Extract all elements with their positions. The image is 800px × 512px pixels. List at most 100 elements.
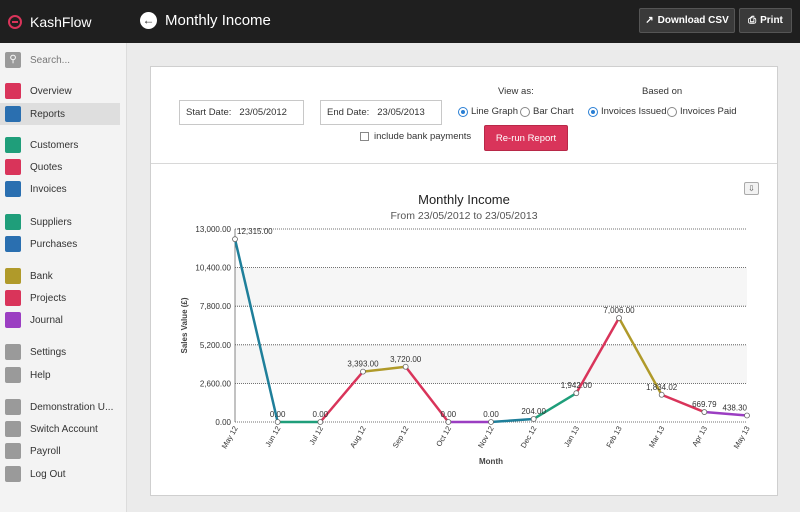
sidebar-item-label: Log Out — [30, 468, 66, 480]
sidebar-item-label: Reports — [30, 108, 66, 120]
top-bar: KashFlow ← Monthly Income ↗ Download CSV… — [0, 0, 800, 43]
rerun-report-button[interactable]: Re-run Report — [484, 125, 568, 151]
back-arrow-icon[interactable]: ← — [140, 12, 157, 29]
sidebar-item-purchases[interactable]: Purchases — [0, 233, 120, 255]
sidebar-item-label: Help — [30, 369, 51, 381]
y-tick-label: 10,400.00 — [195, 264, 231, 273]
sidebar-item-label: Bank — [30, 270, 53, 282]
x-tick-label: Mar 13 — [647, 425, 666, 450]
data-label: 7,006.00 — [603, 306, 635, 315]
data-label: 3,720.00 — [390, 355, 422, 364]
sidebar-item-customers[interactable]: Customers — [0, 134, 120, 156]
x-tick-label: Jul 12 — [307, 425, 325, 447]
sidebar-item-label: Overview — [30, 85, 72, 97]
gear-icon — [5, 344, 21, 360]
invoices-paid-label: Invoices Paid — [680, 106, 737, 117]
sidebar-item-quotes[interactable]: Quotes — [0, 156, 120, 178]
grid-band — [235, 229, 747, 268]
report-panel: Start Date: 23/05/2012 End Date: 23/05/2… — [150, 66, 778, 496]
data-point — [701, 409, 708, 415]
data-point — [360, 368, 366, 375]
data-point — [658, 391, 665, 398]
search-icon: ⚲ — [5, 52, 21, 68]
x-tick-label: Oct 12 — [434, 425, 453, 449]
data-label: 12,315.00 — [237, 227, 273, 236]
end-date-field[interactable]: End Date: 23/05/2013 — [320, 100, 442, 125]
bar-chart-radio[interactable]: Bar Chart — [520, 106, 574, 117]
chart-export-icon[interactable]: ⇩ — [744, 182, 759, 195]
sidebar-item-label: Purchases — [30, 238, 78, 250]
data-point — [274, 419, 281, 425]
export-icon: ↗ — [645, 15, 654, 26]
radio-unselected-icon — [667, 106, 677, 117]
data-label: 1,942.00 — [561, 381, 593, 390]
data-point — [445, 419, 452, 425]
sidebar-item-log-out[interactable]: Log Out — [0, 463, 120, 485]
series-segment — [404, 365, 450, 424]
x-tick-label: Dec 12 — [519, 425, 539, 450]
based-on-label: Based on — [642, 86, 683, 97]
data-point — [744, 412, 750, 419]
x-tick-label: Nov 12 — [476, 425, 496, 450]
download-csv-label: Download CSV — [657, 15, 729, 26]
chart-subtitle: From 23/05/2012 to 23/05/2013 — [390, 210, 537, 222]
bar-chart-label: Bar Chart — [533, 106, 574, 117]
data-point — [616, 315, 622, 321]
grid-band — [235, 383, 747, 422]
sidebar-item-suppliers[interactable]: Suppliers — [0, 211, 120, 233]
include-bank-checkbox[interactable]: include bank payments — [360, 131, 471, 142]
search-input[interactable]: ⚲ Search... — [5, 51, 70, 69]
chart-title: Monthly Income — [418, 192, 510, 207]
sidebar-item-demonstration-u[interactable]: Demonstration U... — [0, 396, 120, 418]
data-label: 0.00 — [441, 410, 457, 419]
kashflow-logo-icon — [8, 14, 22, 29]
grid-band — [235, 306, 747, 345]
end-date-label: End Date: — [327, 107, 370, 118]
x-tick-label: May 12 — [220, 425, 240, 451]
sidebar-item-label: Settings — [30, 346, 67, 358]
payroll-icon — [5, 443, 21, 459]
sidebar-item-help[interactable]: Help — [0, 364, 120, 386]
series-segment — [532, 391, 578, 421]
bar-chart-icon — [5, 106, 21, 122]
download-icon — [5, 181, 21, 197]
data-label: 0.00 — [270, 410, 286, 419]
sidebar-item-label: Customers — [30, 139, 79, 151]
sidebar-item-label: Projects — [30, 292, 67, 304]
sidebar-item-label: Invoices — [30, 183, 67, 195]
car-icon — [5, 159, 21, 175]
invoices-paid-radio[interactable]: Invoices Paid — [667, 106, 737, 117]
sidebar-item-settings[interactable]: Settings — [0, 341, 120, 363]
data-label: 3,393.00 — [347, 360, 379, 369]
series-segment — [617, 316, 663, 397]
sidebar-item-journal[interactable]: Journal — [0, 309, 120, 331]
radio-unselected-icon — [520, 106, 530, 117]
sidebar-item-payroll[interactable]: Payroll — [0, 440, 120, 462]
start-date-field[interactable]: Start Date: 23/05/2012 — [179, 100, 304, 125]
radio-selected-icon — [458, 106, 468, 117]
end-date-value: 23/05/2013 — [377, 107, 425, 118]
sidebar-item-overview[interactable]: Overview — [0, 80, 120, 102]
sidebar-item-projects[interactable]: Projects — [0, 287, 120, 309]
series-segment — [703, 410, 749, 417]
x-tick-label: Sep 12 — [391, 425, 411, 450]
print-button[interactable]: ⎙ Print — [739, 8, 792, 33]
sidebar-item-invoices[interactable]: Invoices — [0, 178, 120, 200]
data-point — [530, 416, 537, 422]
data-label: 669.79 — [692, 400, 717, 409]
radio-selected-icon — [588, 106, 598, 117]
gauge-icon — [5, 83, 21, 99]
download-csv-button[interactable]: ↗ Download CSV — [639, 8, 735, 33]
brand[interactable]: KashFlow — [0, 0, 127, 43]
users-icon — [5, 137, 21, 153]
sidebar-item-reports[interactable]: Reports — [0, 103, 120, 125]
sidebar-item-bank[interactable]: Bank — [0, 265, 120, 287]
invoices-issued-radio[interactable]: Invoices Issued — [588, 106, 666, 117]
sidebar-item-switch-account[interactable]: Switch Account — [0, 418, 120, 440]
y-tick-label: 5,200.00 — [200, 341, 232, 350]
series-segment — [489, 417, 535, 424]
sidebar: ⚲ Search... Overview Reports Customers Quot… — [0, 43, 127, 512]
sidebar-item-label: Suppliers — [30, 216, 72, 228]
line-graph-radio[interactable]: Line Graph — [458, 106, 518, 117]
sidebar-item-label: Quotes — [30, 161, 63, 173]
